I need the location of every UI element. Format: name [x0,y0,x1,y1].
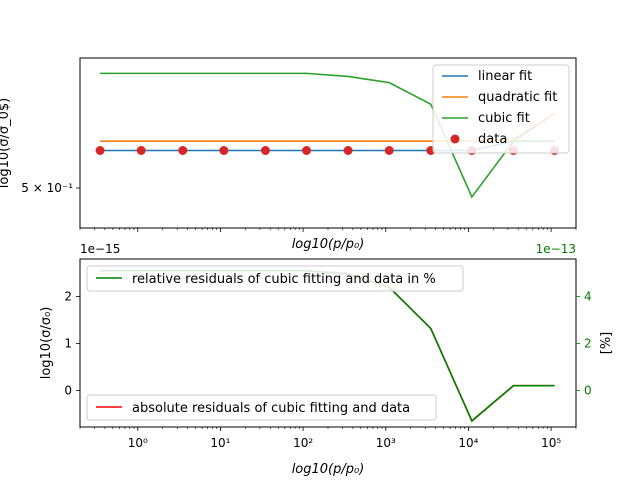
bottom-y-axis-label: log10(σ/σ₀) [39,307,54,380]
y-tick-label: 2 [64,290,72,304]
data-point [343,145,353,155]
bottom-y-ticks: 0 1 2 [64,290,80,397]
bottom-legend-relative: relative residuals of cubic fitting and … [86,265,464,292]
y-tick-label: 1 [64,336,72,350]
y2-tick-label: 2 [584,336,592,350]
y2-tick-label: 4 [584,290,592,304]
bottom-legend-absolute: absolute residuals of cubic fitting and … [86,394,437,421]
bottom-chart: 10⁰ 10¹ 10² 10³ 10⁴ 10⁵ 0 1 2 0 2 4 1e−15 1e−13 l… [39,242,614,477]
legend-label-data: data [478,132,507,147]
legend-swatch-data [450,134,460,144]
bottom-y-offset-label: 1e−15 [80,242,120,256]
data-point [136,145,146,155]
top-y-axis-label: log10(σ/σ_0$) [0,98,12,188]
series-line-cubic-fit [100,72,555,199]
x-tick-label: 10⁰ [128,436,148,450]
x-tick-label: 10⁴ [458,436,478,450]
x-tick-label: 10¹ [210,436,230,450]
legend-label-absolute: absolute residuals of cubic fitting and … [132,401,410,416]
top-x-ticks [79,228,577,232]
legend-label-relative: relative residuals of cubic fitting and … [132,272,436,287]
legend-label-quadratic: quadratic fit [478,90,557,105]
x-tick-label: 10³ [376,436,396,450]
top-x-axis-label: log10(p/p₀) [292,237,365,252]
data-point [219,145,229,155]
legend-label-cubic: cubic fit [478,111,530,126]
x-tick-label: 10⁵ [541,436,561,450]
x-tick-label: 10² [293,436,313,450]
y-tick-label: 0 [64,383,72,397]
data-point [178,145,188,155]
top-y-tick-label: 5 × 10⁻¹ [21,181,73,195]
bottom-x-axis-label: log10(p/p₀) [292,462,365,477]
data-point [260,145,270,155]
data-point [384,145,394,155]
bottom-y2-ticks: 0 2 4 [576,290,592,397]
top-legend: linear fit quadratic fit cubic fit data [432,64,570,154]
data-point [95,145,105,155]
bottom-y2-offset-label: 1e−13 [536,242,576,256]
legend-label-linear: linear fit [478,69,532,84]
y2-tick-label: 0 [584,383,592,397]
data-point [302,145,312,155]
top-chart: 5 × 10⁻¹ log10(p/p₀) log10(σ/σ_0$) linea… [0,57,577,252]
bottom-y2-axis-label: [%] [599,332,614,355]
bottom-x-ticks: 10⁰ 10¹ 10² 10³ 10⁴ 10⁵ [79,427,577,450]
